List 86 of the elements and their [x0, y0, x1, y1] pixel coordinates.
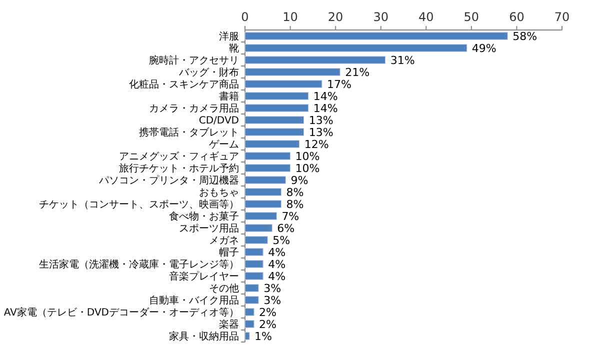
y-tick-label: 書籍: [219, 90, 239, 102]
y-tick-label: チケット（コンサート、スポーツ、映画等）: [39, 198, 239, 210]
data-label: 6%: [277, 222, 295, 235]
bar: [244, 332, 250, 340]
data-label: 5%: [272, 234, 290, 247]
y-tick-label: CD/DVD: [198, 116, 240, 126]
bar: [244, 116, 304, 124]
bar: [244, 284, 259, 292]
y-tick-label: ゲーム: [209, 140, 239, 150]
x-tick-label: 10: [282, 10, 298, 24]
x-tick-label: 50: [464, 10, 480, 24]
bar: [244, 224, 272, 232]
bar: [244, 140, 300, 148]
bar: [244, 92, 309, 100]
y-tick-label: 腕時計・アクセサリ: [149, 54, 239, 66]
data-label: 4%: [268, 246, 286, 259]
bar: [244, 128, 304, 136]
data-label: 3%: [264, 294, 282, 307]
data-label: 17%: [326, 78, 352, 91]
y-tick-label: アニメグッズ・フィギュア: [119, 150, 239, 162]
bar: [244, 260, 264, 268]
y-tick-label: 旅行チケット・ホテル予約: [119, 162, 239, 174]
y-tick-label: AV家電（テレビ・DVDデコーダー・オーディオ等）: [4, 306, 239, 318]
x-tick-label: 70: [554, 10, 570, 24]
bar: [244, 164, 291, 172]
bar: [244, 152, 291, 160]
data-label: 49%: [472, 42, 496, 55]
y-tick-label: スポーツ用品: [179, 224, 239, 234]
data-label: 31%: [390, 54, 415, 67]
y-tick-label: 化粧品・スキンケア商品: [129, 78, 239, 90]
data-label: 58%: [512, 30, 538, 43]
data-label: 2%: [259, 318, 277, 331]
y-tick-label: 家具・収納用品: [169, 330, 239, 342]
data-label: 4%: [268, 270, 286, 283]
data-label: 2%: [259, 306, 277, 319]
bar: [244, 248, 264, 256]
y-tick-label: 洋服: [219, 30, 239, 42]
y-tick-label: カメラ・カメラ用品: [149, 104, 239, 114]
y-tick-label: 帽子: [219, 246, 239, 258]
data-label: 3%: [264, 282, 282, 295]
data-label: 13%: [308, 114, 334, 127]
data-label: 7%: [282, 210, 300, 223]
y-tick-label: 自動車・バイク用品: [149, 294, 239, 306]
y-tick-label: パソコン・プリンタ・周辺機器: [98, 174, 239, 186]
bar: [244, 44, 468, 52]
x-tick-label: 30: [373, 10, 388, 24]
data-label: 8%: [286, 198, 304, 211]
y-tick-label: 楽器: [219, 318, 239, 330]
data-label: 14%: [313, 102, 338, 115]
data-label: 1%: [254, 330, 272, 343]
bar: [244, 308, 254, 316]
bar: [244, 104, 309, 112]
bar: [244, 56, 386, 64]
y-tick-label: 生活家電（洗濯機・冷蔵庫・電子レンジ等）: [39, 258, 239, 270]
data-label: 12%: [304, 138, 329, 151]
bar: [244, 68, 340, 76]
bar: [244, 188, 282, 196]
data-label: 8%: [286, 186, 304, 199]
data-label: 9%: [290, 174, 308, 187]
data-label: 14%: [313, 90, 338, 103]
bar: [244, 212, 277, 220]
data-label: 4%: [268, 258, 286, 271]
y-tick-label: 靴: [229, 42, 239, 54]
data-label: 21%: [345, 66, 370, 79]
y-tick-label: おもちゃ: [199, 188, 239, 198]
y-tick-label: 食べ物・お菓子: [169, 210, 239, 222]
x-tick-label: 0: [241, 10, 249, 24]
bar: [244, 200, 282, 208]
bar: [244, 32, 508, 40]
data-label: 10%: [295, 150, 320, 163]
y-tick-label: その他: [209, 282, 239, 294]
y-tick-label: 携帯電話・タブレット: [139, 126, 239, 138]
x-tick-label: 20: [328, 10, 344, 24]
y-tick-label: 音楽プレイヤー: [169, 270, 239, 282]
bar: [244, 272, 264, 280]
data-label: 10%: [295, 162, 320, 175]
y-tick-label: メガネ: [209, 236, 239, 246]
y-tick-label: バッグ・財布: [178, 66, 239, 78]
bar: [244, 176, 286, 184]
bar: [244, 296, 259, 304]
bar: [244, 320, 254, 328]
x-tick-label: 60: [509, 10, 524, 24]
data-label: 13%: [308, 126, 334, 139]
x-tick-label: 40: [418, 10, 434, 24]
bar: [244, 236, 268, 244]
bar: [244, 80, 322, 88]
